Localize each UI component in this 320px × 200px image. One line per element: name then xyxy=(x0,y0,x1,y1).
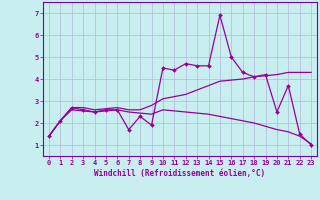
X-axis label: Windchill (Refroidissement éolien,°C): Windchill (Refroidissement éolien,°C) xyxy=(94,169,266,178)
